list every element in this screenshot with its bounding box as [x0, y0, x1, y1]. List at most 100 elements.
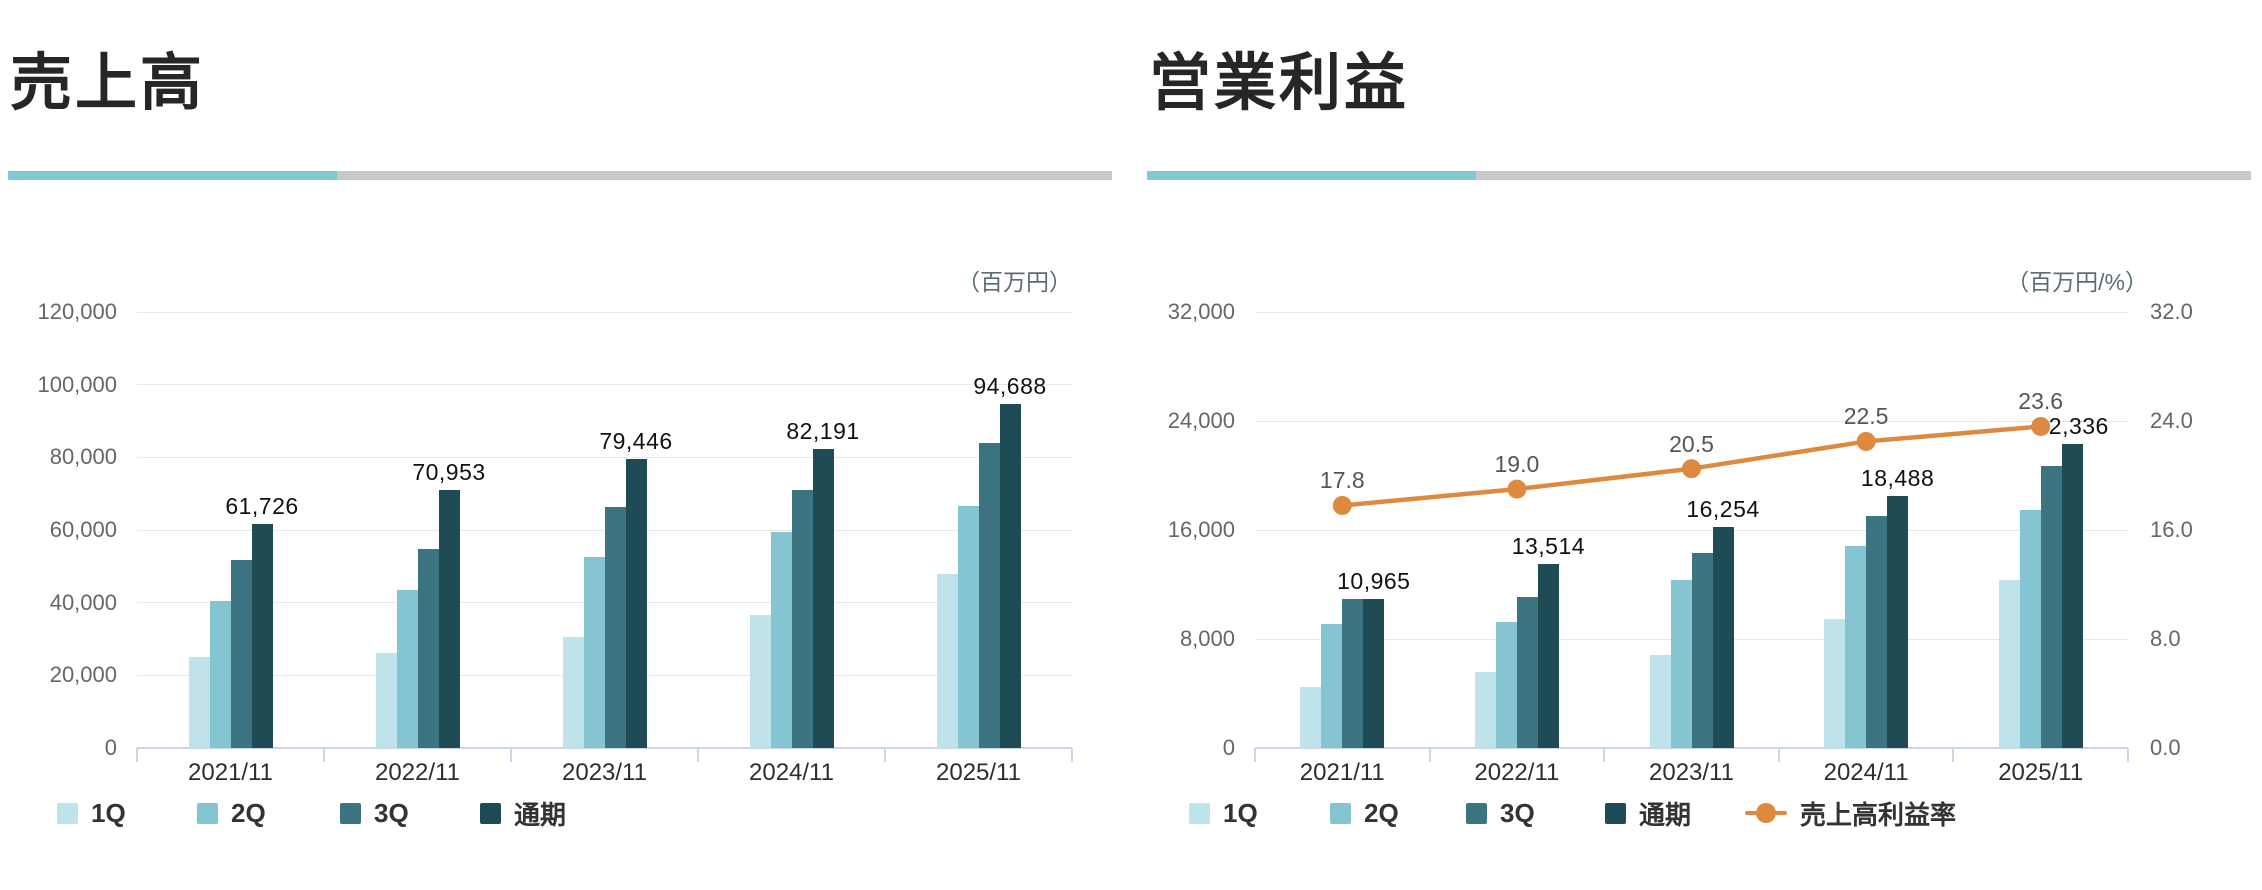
bar-full-2021-11[interactable]	[251, 523, 273, 748]
legend-item-q2[interactable]: 2Q	[197, 797, 266, 829]
y-axis-label-24000: 24,000	[1167, 408, 1235, 433]
bar-full-2024-11[interactable]	[812, 449, 834, 748]
legend-item-q3[interactable]: 3Q	[340, 797, 409, 829]
bar-q2-2024-11[interactable]	[1845, 546, 1867, 748]
x-axis-tick	[1071, 748, 1073, 762]
y-axis-label-0: 0	[1222, 735, 1235, 760]
bar-q1-2021-11[interactable]	[188, 657, 210, 748]
bar-q1-2024-11[interactable]	[749, 615, 771, 748]
bar-q1-2023-11[interactable]	[1649, 655, 1671, 748]
x-label-2022-11: 2022/11	[1474, 759, 1560, 786]
legend-swatch-q2	[1330, 802, 1351, 824]
y-axis-label-8000: 8,000	[1179, 626, 1235, 651]
y2-axis-label-8: 8.0	[2150, 626, 2181, 651]
x-label-2021-11: 2021/11	[188, 759, 273, 786]
legend-label-q2: 2Q	[231, 797, 266, 828]
margin-point-2022-11[interactable]	[1507, 479, 1527, 499]
bar-value-label-2024-11: 18,488	[1860, 465, 1935, 492]
y2-axis-label-32: 32.0	[2150, 299, 2193, 324]
bar-full-2023-11[interactable]	[1712, 526, 1734, 748]
bar-q1-2024-11[interactable]	[1824, 618, 1846, 748]
x-axis-tick	[697, 748, 699, 762]
revenue-panel: 売上高 （百万円） 120,000 100,000 80,000 60,000 40,0…	[8, 0, 1118, 890]
legend-item-q1[interactable]: 1Q	[1189, 797, 1258, 829]
bar-q1-2022-11[interactable]	[1474, 671, 1496, 748]
legend-item-q2[interactable]: 2Q	[1330, 797, 1399, 829]
bar-q1-2023-11[interactable]	[562, 636, 584, 748]
bar-value-label-2025-11: 94,688	[973, 372, 1047, 399]
bar-q3-2023-11[interactable]	[604, 507, 626, 748]
bar-full-2022-11[interactable]	[1537, 563, 1559, 748]
y-axis-label-20000: 20,000	[49, 662, 117, 688]
margin-point-2023-11[interactable]	[1682, 459, 1701, 479]
bar-full-2025-11[interactable]	[999, 403, 1021, 748]
y-axis-label-80000: 80,000	[49, 444, 117, 470]
bar-q3-2024-11[interactable]	[791, 490, 813, 748]
x-label-2023-11: 2023/11	[1649, 759, 1734, 786]
bar-q3-2023-11[interactable]	[1691, 553, 1713, 748]
bar-q3-2022-11[interactable]	[1516, 596, 1538, 748]
margin-point-2021-11[interactable]	[1332, 495, 1352, 515]
gridline-24000	[1255, 420, 2128, 422]
y-axis-label-40000: 40,000	[49, 589, 117, 615]
title-underline	[1147, 171, 2251, 180]
y-axis-label-120000: 120,000	[37, 299, 117, 324]
legend-item-q1[interactable]: 1Q	[57, 797, 126, 829]
x-axis-tick	[1777, 748, 1780, 762]
bar-value-label-2021-11: 61,726	[225, 492, 299, 519]
x-label-2025-11: 2025/11	[936, 759, 1021, 786]
bar-q3-2025-11[interactable]	[2040, 465, 2062, 748]
bar-q2-2022-11[interactable]	[396, 589, 418, 748]
bar-q2-2025-11[interactable]	[957, 506, 979, 748]
legend-item-full[interactable]: 通期	[1605, 797, 1691, 830]
bar-q3-2022-11[interactable]	[417, 548, 439, 748]
operating-income-title: 営業利益	[1149, 49, 1410, 118]
bar-full-2024-11[interactable]	[1887, 496, 1909, 748]
bar-q2-2022-11[interactable]	[1495, 621, 1517, 748]
legend-swatch-full	[1605, 802, 1626, 824]
legend-item-q3[interactable]: 3Q	[1466, 797, 1535, 829]
x-axis-line	[1255, 747, 2128, 749]
legend-swatch-q1	[1189, 802, 1210, 824]
bar-q2-2021-11[interactable]	[1321, 624, 1343, 748]
gridline-100000	[137, 384, 1072, 386]
gridline-80000	[137, 456, 1072, 458]
bar-value-label-2022-11: 70,953	[412, 459, 486, 486]
legend-label-q1: 1Q	[1223, 797, 1258, 828]
margin-point-2025-11[interactable]	[2031, 416, 2051, 436]
margin-value-label-2024-11: 22.5	[1843, 403, 1889, 430]
bar-full-2022-11[interactable]	[438, 490, 460, 748]
y2-axis-label-16: 16.0	[2150, 517, 2193, 542]
x-axis-tick	[1603, 748, 1606, 762]
bar-q1-2025-11[interactable]	[936, 573, 958, 748]
gridline-16000	[1255, 529, 2128, 531]
bar-full-2025-11[interactable]	[2061, 443, 2083, 748]
margin-value-label-2023-11: 20.5	[1669, 430, 1714, 457]
legend-label-q3: 3Q	[374, 797, 409, 828]
x-label-2023-11: 2023/11	[562, 759, 647, 786]
y2-axis-label-0: 0.0	[2150, 735, 2181, 760]
bar-q3-2024-11[interactable]	[1866, 516, 1888, 748]
bar-q2-2023-11[interactable]	[1670, 580, 1692, 748]
bar-full-2021-11[interactable]	[1363, 598, 1385, 748]
legend-item-full[interactable]: 通期	[480, 797, 566, 830]
margin-line	[1332, 416, 2051, 515]
bar-full-2023-11[interactable]	[625, 459, 647, 748]
margin-point-2024-11[interactable]	[1856, 431, 1876, 451]
bar-q1-2022-11[interactable]	[375, 652, 397, 748]
bar-q2-2023-11[interactable]	[583, 557, 605, 748]
bar-q1-2025-11[interactable]	[1998, 580, 2020, 748]
y2-axis-label-24: 24.0	[2150, 408, 2193, 433]
bar-q2-2021-11[interactable]	[209, 600, 231, 748]
bar-q3-2021-11[interactable]	[230, 560, 252, 748]
bar-q1-2021-11[interactable]	[1300, 686, 1322, 748]
x-axis-tick	[1428, 748, 1431, 762]
legend-item-margin[interactable]: 売上高利益率	[1745, 797, 1956, 830]
bar-q2-2025-11[interactable]	[2019, 509, 2041, 748]
x-label-2024-11: 2024/11	[1823, 759, 1909, 786]
x-axis-tick	[136, 748, 138, 762]
x-axis-line	[137, 747, 1072, 749]
bar-q3-2021-11[interactable]	[1342, 599, 1364, 748]
bar-q2-2024-11[interactable]	[770, 531, 792, 748]
bar-q3-2025-11[interactable]	[978, 442, 1000, 748]
